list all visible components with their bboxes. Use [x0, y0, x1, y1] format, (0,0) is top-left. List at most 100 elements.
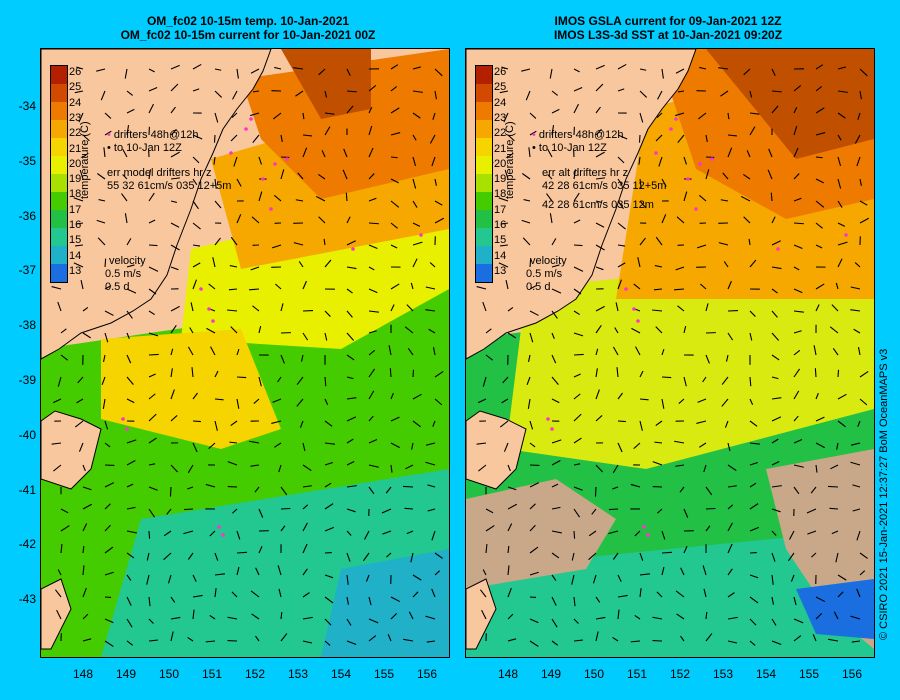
velocity-arrow [771, 640, 782, 646]
velocity-arrow [522, 237, 531, 246]
velocity-arrow [364, 530, 370, 540]
map-panel-model[interactable]: 26 25 24 23 22 21 20 19 18 17 16 15 14 13 temperature… [40, 48, 450, 658]
colorbar-tick: 26 [69, 66, 82, 78]
velocity-arrow [793, 486, 800, 495]
velocity-arrow [720, 90, 729, 97]
velocity-arrow [250, 68, 260, 74]
velocity-arrow [98, 198, 106, 202]
velocity-arrow [639, 370, 644, 378]
velocity-arrow [676, 613, 685, 620]
velocity-arrow [573, 169, 577, 180]
velocity-arrow [793, 330, 802, 334]
velocity-arrow [699, 66, 707, 70]
velocity-arrow [346, 397, 357, 400]
velocity-arrow [387, 634, 392, 642]
drifter-tracks [121, 117, 423, 537]
velocity-arrow [126, 125, 130, 136]
drifter-dot [694, 207, 698, 211]
velocity-arrow [386, 552, 392, 558]
colorbar-tick: 25 [69, 81, 82, 94]
velocity-arrow [771, 288, 778, 294]
velocity-arrow [104, 524, 111, 532]
velocity-arrow [789, 530, 795, 540]
velocity-arrow [82, 613, 89, 620]
colorbar-segment [51, 282, 67, 283]
velocity-arrow [595, 200, 603, 203]
temperature-region [241, 49, 449, 199]
velocity-arrow [126, 264, 135, 268]
velocity-arrow [76, 398, 84, 404]
map-panel-satellite[interactable]: 26 25 24 23 22 21 20 19 18 17 16 15 14 13 temperature… [465, 48, 875, 658]
velocity-arrow [793, 125, 798, 136]
velocity-arrow [661, 214, 667, 224]
velocity-arrow [324, 398, 329, 405]
velocity-arrow [790, 574, 795, 582]
velocity-arrow [652, 461, 663, 466]
velocity-arrow [73, 262, 84, 268]
lon-label: 156 [416, 667, 438, 681]
velocity-arrow [551, 238, 557, 246]
lon-label: 151 [201, 667, 223, 681]
velocity-arrow [170, 415, 178, 422]
colorbar-segment [51, 84, 67, 102]
velocity-arrow [551, 310, 558, 319]
velocity-arrow [170, 389, 175, 400]
velocity-arrow [148, 508, 156, 518]
velocity-arrow [498, 197, 509, 202]
velocity-arrow [549, 213, 553, 224]
drifter-dot [844, 233, 848, 237]
velocity-arrow [529, 503, 536, 510]
velocity-arrow [595, 348, 599, 356]
velocity-arrow [214, 370, 219, 378]
velocity-arrow [661, 178, 667, 187]
velocity-arrow [771, 332, 780, 341]
velocity-arrow [126, 439, 137, 444]
velocity-arrow [297, 172, 304, 180]
velocity-arrow [82, 587, 87, 598]
velocity-arrow [258, 376, 262, 387]
velocity-arrow [639, 178, 642, 189]
velocity-arrow [815, 64, 824, 70]
velocity-legend: velocity 0.5 m/s 0.5 d [95, 255, 146, 294]
error-legend-value-2: 42 28 61cm/s 035 12m [542, 199, 654, 211]
velocity-arrow [705, 303, 709, 312]
colorbar-tick: 16 [69, 219, 82, 231]
velocity-arrow [324, 461, 333, 466]
velocity-arrow [96, 219, 106, 224]
colorbar-tick: 13 [494, 264, 507, 277]
velocity-arrow [170, 244, 180, 251]
colorbar-segment [476, 228, 492, 246]
velocity-arrow [381, 508, 392, 514]
velocity-arrow [104, 640, 114, 647]
velocity-arrow [722, 172, 729, 180]
lat-label: -41 [18, 482, 36, 497]
velocity-arrow [280, 486, 288, 496]
velocity-arrow [639, 588, 642, 598]
velocity-arrow [346, 105, 354, 114]
velocity-arrow [639, 112, 644, 123]
colorbar-segment [476, 138, 492, 156]
velocity-arrow [390, 222, 398, 229]
velocity-arrow [630, 483, 641, 488]
velocity-arrow [830, 464, 839, 470]
velocity-arrow [258, 326, 262, 334]
velocity-arrow [814, 368, 817, 378]
velocity-arrow [592, 574, 597, 584]
colorbar-tick: 26 [494, 66, 507, 78]
velocity-arrow [425, 461, 436, 466]
velocity-arrow [75, 222, 84, 225]
velocity-arrow [148, 266, 159, 272]
velocity-arrow [425, 615, 436, 620]
drifter-dot [646, 533, 650, 537]
velocity-arrow [324, 482, 332, 488]
lon-label: 152 [669, 667, 691, 681]
velocity-arrow [529, 258, 532, 268]
velocity-arrow [346, 240, 356, 246]
velocity-arrow [76, 66, 84, 70]
velocity-arrow [277, 565, 282, 576]
velocity-arrow [749, 398, 754, 405]
velocity-arrow [82, 332, 91, 339]
velocity-arrow [346, 596, 349, 605]
velocity-arrow [529, 310, 539, 316]
velocity-arrow [617, 609, 620, 620]
